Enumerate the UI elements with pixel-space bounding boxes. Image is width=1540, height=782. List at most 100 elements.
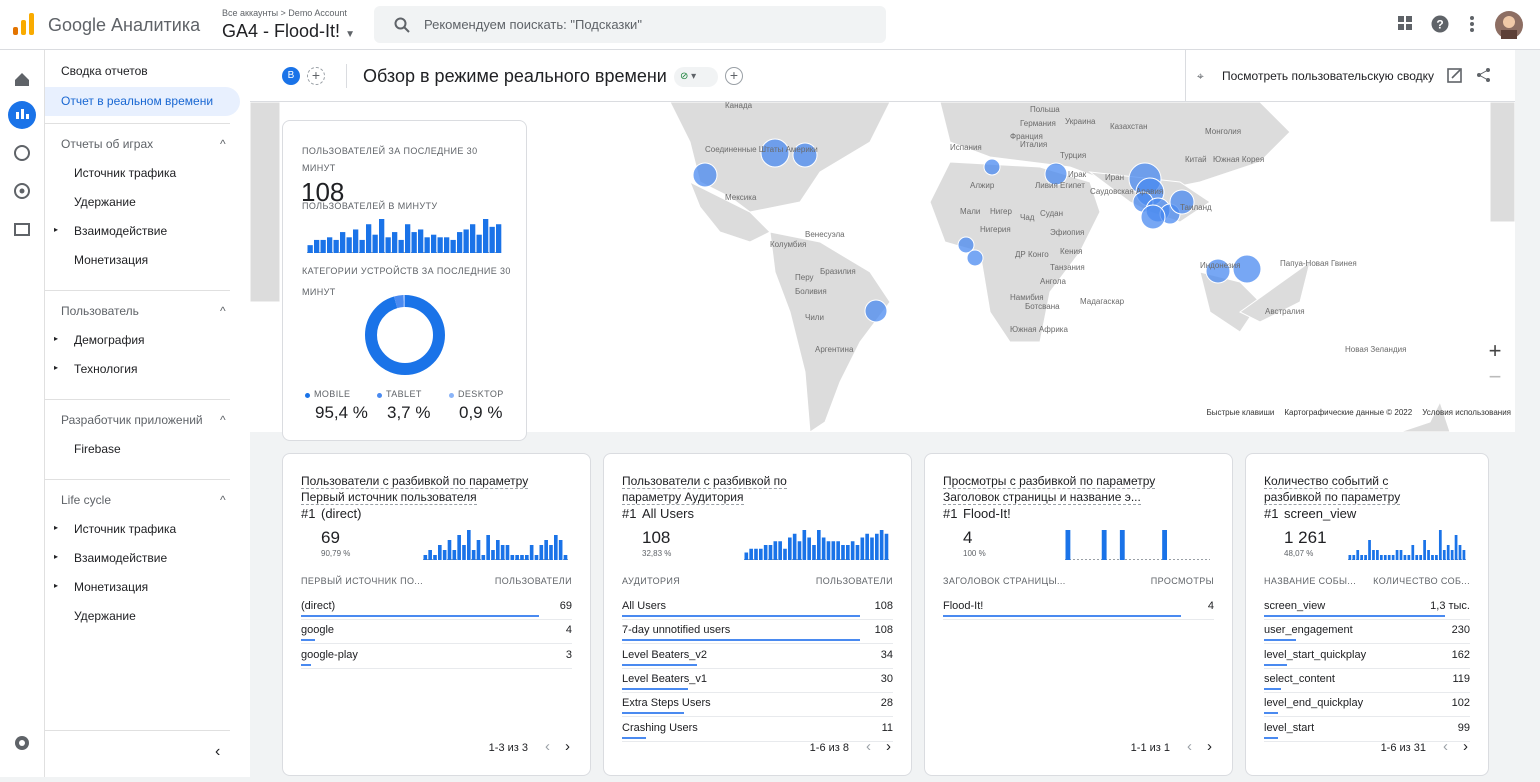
table-row: google-play 3 [301, 649, 572, 669]
bar [476, 540, 481, 560]
map-label: Мадагаскар [1080, 297, 1125, 306]
top-percent: 48,07 % [1284, 549, 1314, 558]
nav-link[interactable]: Монетизация [74, 253, 149, 267]
share-icon[interactable] [1476, 67, 1492, 83]
row-value: 162 [1451, 648, 1470, 661]
nav-link[interactable]: Удержание [74, 195, 136, 209]
add-comparison[interactable]: + [307, 67, 325, 85]
nav-section[interactable]: Отчеты об играх [61, 137, 154, 151]
map-label: Ангола [1040, 277, 1066, 286]
bar [346, 237, 352, 253]
apps-icon[interactable] [1398, 16, 1412, 30]
bar [450, 239, 456, 253]
bar [836, 541, 840, 560]
map-canvas: Канада Соединенные Штаты Америки Мексика Ве… [250, 102, 1515, 432]
user-snapshot-icon[interactable]: ⌖ [1197, 69, 1204, 83]
report-card: Просмотры с разбивкой по параметру Заголо… [924, 453, 1233, 776]
side-nav: Сводка отчетов Отчет в реальном времени От… [45, 50, 250, 777]
row-line [1264, 740, 1470, 742]
prev-page[interactable]: ‹ [545, 738, 550, 755]
collapse-icon[interactable]: ^ [220, 137, 226, 151]
nav-section[interactable]: Life cycle [61, 493, 112, 507]
zoom-out[interactable]: − [1488, 364, 1502, 389]
row-bar [622, 736, 647, 739]
property-picker[interactable]: GA4 - Flood-It! ▼ [222, 21, 355, 41]
avatar[interactable] [1495, 11, 1523, 39]
search-placeholder: Рекомендуем поискать: "Подсказки" [424, 17, 642, 32]
bar [549, 545, 553, 560]
expand-arrow[interactable]: ▸ [54, 225, 59, 234]
nav-link[interactable]: Взаимодействие [74, 224, 168, 238]
collapse-icon[interactable]: ^ [220, 413, 226, 427]
map-label: Перу [795, 273, 814, 282]
map-label: Папуа-Новая Гвинея [1280, 259, 1357, 268]
expand-arrow[interactable]: ▸ [54, 581, 59, 590]
map-label: Австралия [1265, 307, 1305, 316]
expand-arrow[interactable]: ▸ [54, 552, 59, 561]
nav-link[interactable]: Удержание [74, 609, 136, 623]
collapse-icon[interactable]: ^ [220, 493, 226, 507]
row-name: select_content [1264, 672, 1335, 685]
map-footer-link[interactable]: Условия использования [1422, 408, 1511, 417]
nav-link[interactable]: Сводка отчетов [61, 64, 148, 78]
next-page[interactable]: › [1207, 738, 1212, 755]
breadcrumb[interactable]: Все аккаунты > Demo Account [222, 8, 347, 18]
help-icon[interactable]: ? [1431, 15, 1449, 33]
column-header: АУДИТОРИЯ [622, 576, 681, 586]
collapse-icon[interactable]: ^ [220, 304, 226, 318]
nav-link[interactable]: Взаимодействие [74, 551, 168, 565]
map-footer-link[interactable]: Картографические данные © 2022 [1284, 408, 1413, 417]
bar [1387, 555, 1391, 560]
more-icon[interactable] [1469, 15, 1475, 33]
row-bar [1264, 615, 1446, 617]
top-rank: #1 [943, 506, 958, 521]
expand-arrow[interactable]: ▸ [54, 363, 59, 372]
prev-page[interactable]: ‹ [1443, 738, 1448, 755]
row-name: Crashing Users [622, 721, 698, 734]
bar [418, 229, 424, 253]
top-rank: #1 [622, 506, 637, 521]
map-label: Казахстан [1110, 122, 1148, 131]
edit-icon[interactable] [1447, 67, 1463, 83]
top-value: 4 [963, 528, 973, 547]
top-value: 108 [642, 528, 671, 547]
trend-chart [1348, 530, 1466, 560]
nav-link[interactable]: Firebase [74, 442, 121, 456]
status-chip[interactable]: ⊘ ▾ [674, 67, 718, 87]
next-page[interactable]: › [886, 738, 891, 755]
column-header: ПЕРВЫЙ ИСТОЧНИК ПО... [301, 576, 424, 586]
nav-link[interactable]: Монетизация [74, 580, 149, 594]
expand-arrow[interactable]: ▸ [54, 523, 59, 532]
map-label: Аргентина [815, 345, 854, 354]
property: GA4 - Flood-It! [222, 21, 341, 41]
bar [879, 530, 884, 560]
nav-section[interactable]: Разработчик приложений [61, 413, 203, 427]
nav-link[interactable]: Технология [74, 362, 138, 376]
zoom-in[interactable]: + [1488, 338, 1502, 363]
row-name: (direct) [301, 600, 336, 612]
nav-link[interactable]: Источник трафика [74, 166, 177, 180]
map-label: Турция [1060, 151, 1086, 160]
row-name: Level Beaters_v1 [622, 672, 707, 685]
bar [1162, 530, 1168, 560]
collapse-nav[interactable]: ‹ [215, 743, 221, 760]
expand-arrow[interactable]: ▸ [54, 334, 59, 343]
row-bar [301, 663, 312, 666]
map-footer-link[interactable]: Быстрые клавиши [1206, 408, 1275, 417]
comparison-badge[interactable]: B [282, 67, 300, 85]
bar [510, 555, 515, 560]
next-page[interactable]: › [1463, 738, 1468, 755]
next-page[interactable]: › [565, 738, 570, 755]
prev-page[interactable]: ‹ [866, 738, 871, 755]
device-legend: MOBILE 95,4 % TABLET 3,7 % DESKTOP 0,9 % [305, 389, 515, 429]
nav-link[interactable]: Отчет в реальном времени [61, 94, 214, 108]
add-button[interactable]: + [725, 67, 743, 85]
search-box[interactable]: Рекомендуем поискать: "Подсказки" [374, 6, 886, 43]
user-snapshot-link[interactable]: Посмотреть пользовательскую сводку [1222, 69, 1434, 83]
prev-page[interactable]: ‹ [1187, 738, 1192, 755]
bar [534, 555, 539, 560]
nav-link[interactable]: Демография [74, 333, 145, 347]
nav-link[interactable]: Источник трафика [74, 522, 177, 536]
nav-section[interactable]: Пользователь [61, 304, 139, 318]
legend-value: 3,7 % [387, 403, 431, 422]
